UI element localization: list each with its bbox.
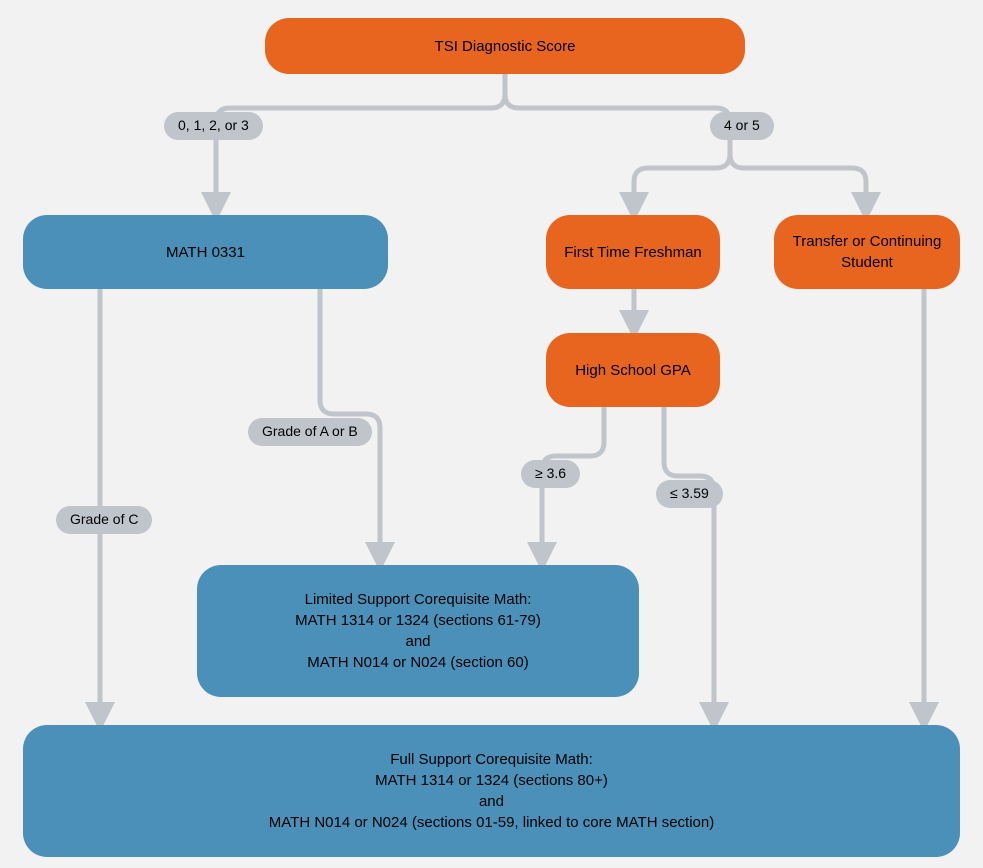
node-first-time-freshman: First Time Freshman <box>546 215 720 289</box>
node-label: High School GPA <box>575 360 691 381</box>
pill-text: Grade of C <box>70 510 138 530</box>
pill-text: 4 or 5 <box>724 116 760 136</box>
edge-label-lte-3-59: ≤ 3.59 <box>656 480 723 508</box>
node-high-school-gpa: High School GPA <box>546 333 720 407</box>
pill-text: 0, 1, 2, or 3 <box>178 116 249 136</box>
edge-label-0-1-2-3: 0, 1, 2, or 3 <box>164 112 263 140</box>
pill-text: ≤ 3.59 <box>670 484 709 504</box>
node-label: TSI Diagnostic Score <box>435 36 576 57</box>
node-label: First Time Freshman <box>564 242 702 263</box>
edge-label-grade-a-b: Grade of A or B <box>248 418 372 446</box>
node-transfer-continuing: Transfer or Continuing Student <box>774 215 960 289</box>
node-limited-support: Limited Support Corequisite Math: MATH 1… <box>197 565 639 697</box>
node-label: Transfer or Continuing Student <box>793 231 942 273</box>
edge-label-grade-c: Grade of C <box>56 506 152 534</box>
connector-tsi-to-transfer <box>730 154 866 212</box>
node-math-0331: MATH 0331 <box>23 215 388 289</box>
node-label: Full Support Corequisite Math: MATH 1314… <box>269 749 714 833</box>
connector-tsi-to-right <box>505 74 730 212</box>
edge-label-4-or-5: 4 or 5 <box>710 112 774 140</box>
node-tsi-diagnostic-score: TSI Diagnostic Score <box>265 18 745 74</box>
node-label: Limited Support Corequisite Math: MATH 1… <box>295 589 541 673</box>
pill-text: ≥ 3.6 <box>535 464 566 484</box>
connector-hsgpa-to-lte359 <box>664 407 714 722</box>
edge-label-gte-3-6: ≥ 3.6 <box>521 460 580 488</box>
connector-tsi-to-left <box>216 74 505 212</box>
node-full-support: Full Support Corequisite Math: MATH 1314… <box>23 725 960 857</box>
pill-text: Grade of A or B <box>262 422 358 442</box>
node-label: MATH 0331 <box>166 242 245 263</box>
